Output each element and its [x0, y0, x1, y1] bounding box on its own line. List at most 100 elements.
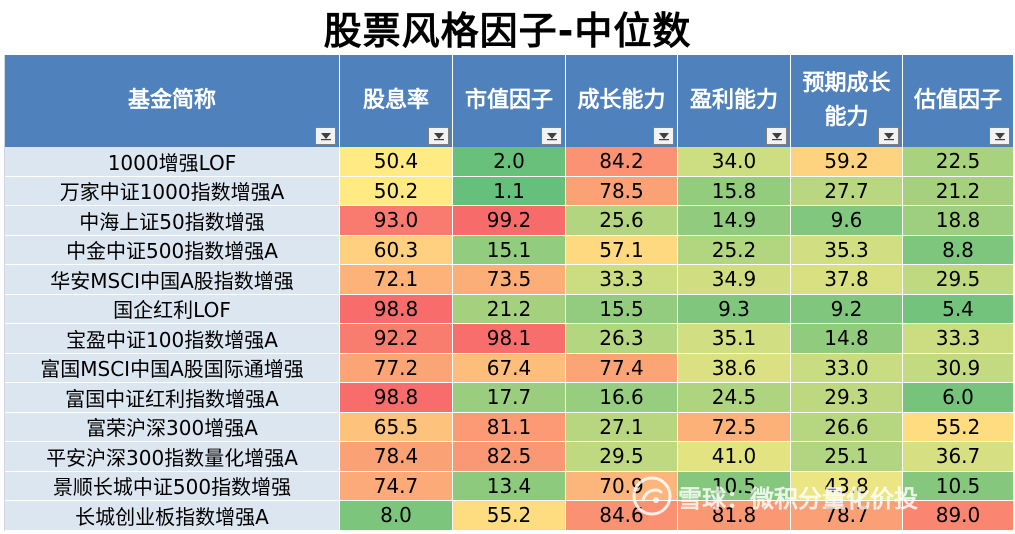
value-cell: 50.2 [340, 176, 453, 206]
header-growth: 成长能力 [566, 55, 678, 147]
fund-name-cell: 华安MSCI中国A股指数增强 [5, 265, 340, 295]
value-cell: 30.9 [903, 353, 1014, 383]
chevron-down-icon [433, 133, 444, 141]
fund-name-cell: 长城创业板指数增强A [5, 501, 340, 531]
value-cell: 26.6 [791, 412, 903, 442]
value-cell: 89.0 [903, 501, 1014, 531]
value-cell: 10.5 [903, 471, 1014, 501]
header-fund-name: 基金简称 [5, 55, 340, 147]
filter-dropdown-button[interactable] [766, 127, 787, 145]
chevron-down-icon [883, 133, 894, 141]
value-cell: 8.8 [903, 235, 1014, 265]
value-cell: 84.6 [566, 501, 678, 531]
value-cell: 67.4 [453, 353, 566, 383]
value-cell: 25.6 [566, 206, 678, 236]
fund-name-cell: 万家中证1000指数增强A [5, 176, 340, 206]
value-cell: 33.3 [566, 265, 678, 295]
filter-dropdown-button[interactable] [315, 127, 336, 145]
value-cell: 15.5 [566, 294, 678, 324]
value-cell: 27.7 [791, 176, 903, 206]
header-label: 估值因子 [913, 88, 1002, 113]
value-cell: 41.0 [678, 442, 791, 472]
fund-name-cell: 中金中证500指数增强A [5, 235, 340, 265]
fund-name-cell: 平安沪深300指数量化增强A [5, 442, 340, 472]
table-title: 股票风格因子-中位数 [323, 8, 692, 53]
header-label: 成长能力 [577, 88, 666, 113]
header-size-factor: 市值因子 [453, 55, 566, 147]
filter-dropdown-button[interactable] [989, 127, 1010, 145]
chevron-down-icon [994, 133, 1005, 141]
value-cell: 33.0 [791, 353, 903, 383]
value-cell: 59.2 [791, 147, 903, 177]
value-cell: 98.8 [340, 383, 453, 413]
value-cell: 34.0 [678, 147, 791, 177]
header-label: 基金简称 [127, 88, 216, 113]
chevron-down-icon [658, 133, 669, 141]
value-cell: 81.8 [678, 501, 791, 531]
header-label: 盈利能力 [689, 88, 778, 113]
filter-dropdown-button[interactable] [428, 127, 449, 145]
value-cell: 24.5 [678, 383, 791, 413]
value-cell: 29.5 [903, 265, 1014, 295]
fund-name-cell: 1000增强LOF [5, 147, 340, 177]
filter-dropdown-button[interactable] [541, 127, 562, 145]
value-cell: 38.6 [678, 353, 791, 383]
value-cell: 29.5 [566, 442, 678, 472]
value-cell: 35.1 [678, 324, 791, 354]
value-cell: 92.2 [340, 324, 453, 354]
fund-name-cell: 富荣沪深300增强A [5, 412, 340, 442]
header-label: 股息率 [362, 88, 429, 113]
value-cell: 35.3 [791, 235, 903, 265]
value-cell: 99.2 [453, 206, 566, 236]
value-cell: 14.9 [678, 206, 791, 236]
value-cell: 77.4 [566, 353, 678, 383]
value-cell: 43.8 [791, 471, 903, 501]
value-cell: 10.5 [678, 471, 791, 501]
value-cell: 81.1 [453, 412, 566, 442]
value-cell: 98.1 [453, 324, 566, 354]
filter-dropdown-button[interactable] [653, 127, 674, 145]
value-cell: 26.3 [566, 324, 678, 354]
value-cell: 6.0 [903, 383, 1014, 413]
value-cell: 15.8 [678, 176, 791, 206]
value-cell: 29.3 [791, 383, 903, 413]
value-cell: 70.9 [566, 471, 678, 501]
value-cell: 36.7 [903, 442, 1014, 472]
value-cell: 8.0 [340, 501, 453, 531]
value-cell: 5.4 [903, 294, 1014, 324]
header-profitability: 盈利能力 [678, 55, 791, 147]
value-cell: 25.2 [678, 235, 791, 265]
value-cell: 82.5 [453, 442, 566, 472]
value-cell: 78.7 [791, 501, 903, 531]
fund-name-cell: 富国中证红利指数增强A [5, 383, 340, 413]
value-cell: 2.0 [453, 147, 566, 177]
value-cell: 74.7 [340, 471, 453, 501]
value-cell: 21.2 [903, 176, 1014, 206]
fund-name-cell: 中海上证50指数增强 [5, 206, 340, 236]
value-cell: 72.1 [340, 265, 453, 295]
value-cell: 9.6 [791, 206, 903, 236]
value-cell: 78.4 [340, 442, 453, 472]
value-cell: 57.1 [566, 235, 678, 265]
header-label: 市值因子 [464, 88, 553, 113]
factor-table: 基金简称 股息率 市值因子 成长能力 盈利能力 预期成长 能力 估值因子 1000增强LOF 5… [4, 55, 1014, 531]
value-cell: 60.3 [340, 235, 453, 265]
value-cell: 98.8 [340, 294, 453, 324]
value-cell: 34.9 [678, 265, 791, 295]
header-valuation: 估值因子 [903, 55, 1014, 147]
header-label: 预期成长 能力 [802, 71, 891, 130]
value-cell: 22.5 [903, 147, 1014, 177]
fund-name-cell: 富国MSCI中国A股国际通增强 [5, 353, 340, 383]
value-cell: 93.0 [340, 206, 453, 236]
value-cell: 18.8 [903, 206, 1014, 236]
value-cell: 9.3 [678, 294, 791, 324]
value-cell: 9.2 [791, 294, 903, 324]
value-cell: 50.4 [340, 147, 453, 177]
value-cell: 15.1 [453, 235, 566, 265]
value-cell: 73.5 [453, 265, 566, 295]
filter-dropdown-button[interactable] [878, 127, 899, 145]
value-cell: 72.5 [678, 412, 791, 442]
value-cell: 21.2 [453, 294, 566, 324]
value-cell: 84.2 [566, 147, 678, 177]
value-cell: 55.2 [453, 501, 566, 531]
